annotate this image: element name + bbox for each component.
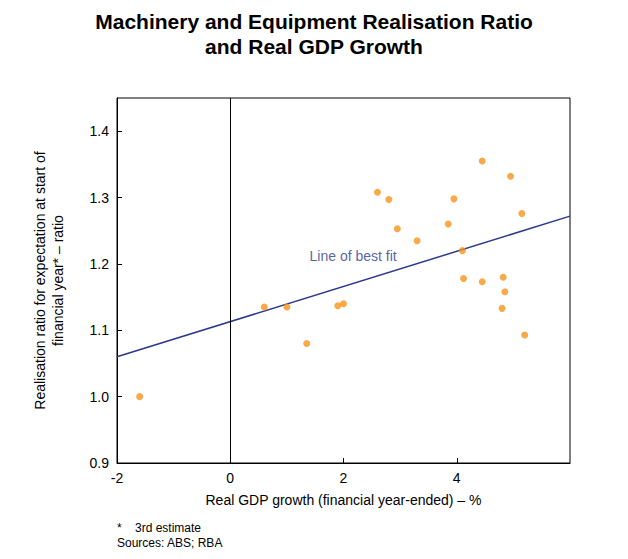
svg-text:1.0: 1.0 [90,389,110,405]
svg-text:Machinery and Equipment Realis: Machinery and Equipment Realisation Rati… [95,10,533,33]
svg-text:0: 0 [226,470,234,486]
svg-text:financial year* – ratio: financial year* – ratio [50,215,66,346]
svg-text:Real GDP growth (financial yea: Real GDP growth (financial year-ended) –… [206,492,482,508]
svg-text:0.9: 0.9 [90,455,110,471]
svg-text:* 3rd estimate: * 3rd estimate [117,521,201,535]
svg-text:2: 2 [340,470,348,486]
svg-text:Sources: ABS; RBA: Sources: ABS; RBA [117,536,222,550]
svg-text:4: 4 [453,470,461,486]
svg-text:1.1: 1.1 [90,322,110,338]
svg-text:1.3: 1.3 [90,190,110,206]
svg-text:and Real GDP Growth: and Real GDP Growth [205,35,423,58]
svg-text:Line of best fit: Line of best fit [310,248,397,264]
svg-text:Realisation ratio for expectat: Realisation ratio for expectation at sta… [32,151,48,409]
svg-text:-2: -2 [111,470,124,486]
svg-text:1.4: 1.4 [90,123,110,139]
svg-text:1.2: 1.2 [90,256,110,272]
